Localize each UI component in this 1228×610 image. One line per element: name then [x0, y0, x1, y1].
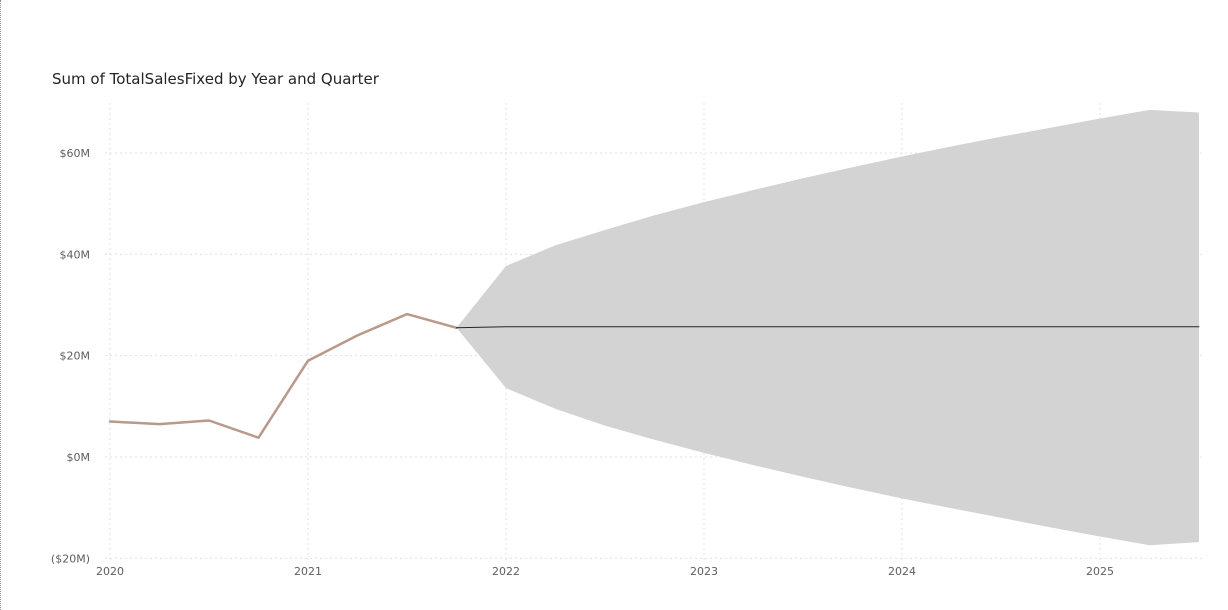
- x-tick-label: 2022: [492, 565, 520, 578]
- x-axis: 2020 2021 2022 2023 2024 2025: [96, 565, 1114, 578]
- x-tick-label: 2020: [96, 565, 124, 578]
- y-tick-label: $20M: [60, 350, 91, 363]
- visual-border: [0, 0, 1, 610]
- y-tick-label: $60M: [60, 147, 91, 160]
- x-tick-label: 2025: [1086, 565, 1114, 578]
- y-axis: ($20M) $0M $20M $40M $60M: [51, 147, 90, 565]
- forecast-line[interactable]: [456, 326, 1200, 329]
- actual-sales-line[interactable]: [108, 312, 458, 439]
- x-tick-label: 2021: [294, 565, 322, 578]
- confidence-band-layer: [456, 109, 1200, 546]
- series-layer: [108, 312, 1200, 439]
- y-tick-label: ($20M): [51, 552, 90, 565]
- x-tick-label: 2024: [888, 565, 916, 578]
- chart-title: Sum of TotalSalesFixed by Year and Quart…: [52, 70, 379, 88]
- forecast-confidence-band[interactable]: [456, 109, 1200, 546]
- y-tick-label: $0M: [67, 451, 91, 464]
- x-tick-label: 2023: [690, 565, 718, 578]
- y-tick-label: $40M: [60, 248, 91, 261]
